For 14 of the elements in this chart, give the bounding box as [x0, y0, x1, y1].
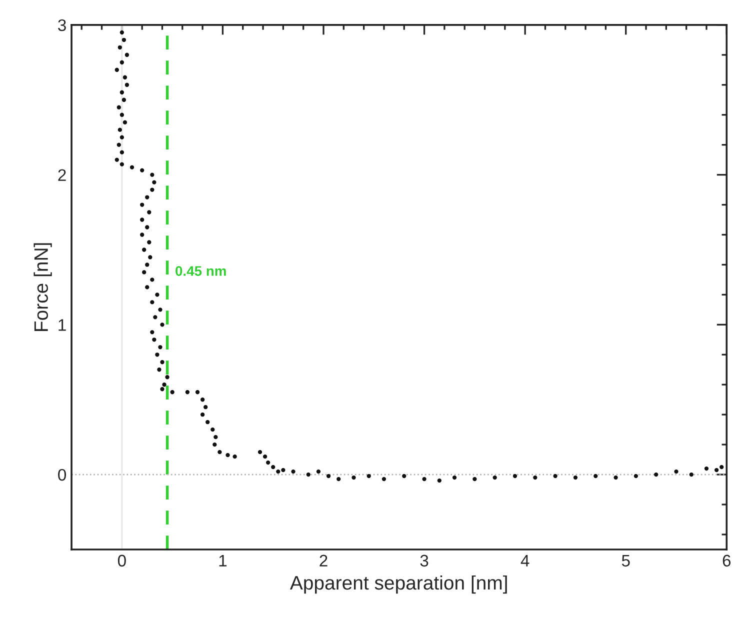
x-tick-label: 6 — [722, 554, 731, 567]
x-tick-label: 4 — [520, 554, 530, 566]
x-tick-label: 1 — [219, 554, 227, 566]
x-tick-label: 3 — [420, 554, 428, 567]
ref-line-label: 0.45 nm — [176, 266, 226, 276]
x-tick-label: 5 — [622, 554, 630, 567]
y-tick-label: 3 — [58, 19, 66, 32]
y-tick-label: 1 — [58, 319, 66, 331]
y-axis-title: Force [nN] — [34, 243, 52, 331]
y-tick-label: 0 — [58, 468, 66, 481]
x-tick-label: 0 — [118, 554, 126, 567]
x-tick-label: 2 — [320, 554, 328, 566]
y-tick-label: 2 — [58, 169, 66, 181]
x-axis-title: Apparent separation [nm] — [290, 575, 507, 594]
